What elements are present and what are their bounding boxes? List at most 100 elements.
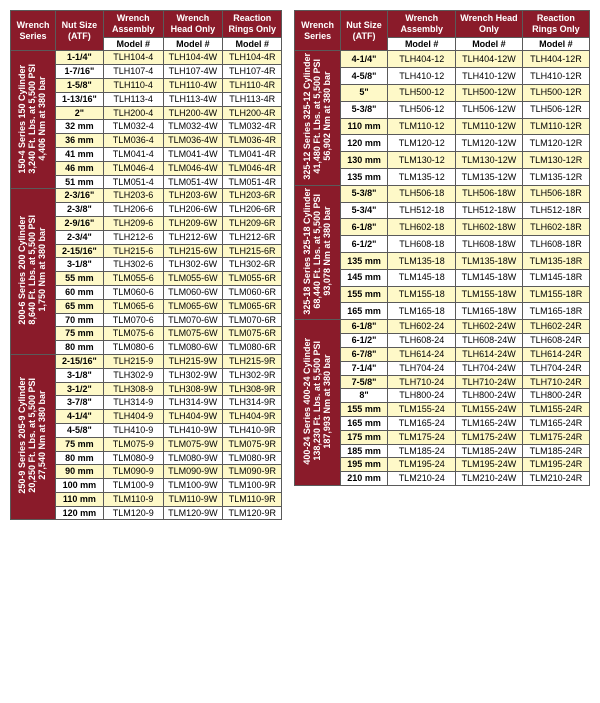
- head-model-cell: TLM041-4W: [163, 147, 222, 161]
- head-model-cell: TLM070-6W: [163, 313, 222, 327]
- ring-model-cell: TLM110-12R: [522, 118, 589, 135]
- assembly-model-cell: TLM036-4: [103, 134, 163, 148]
- hdr-wrench-series-r: Wrench Series: [295, 11, 340, 51]
- hdr-wrench-assembly-r: Wrench Assembly: [388, 11, 456, 38]
- head-model-cell: TLM060-6W: [163, 285, 222, 299]
- nut-size-cell: 175 mm: [340, 430, 388, 444]
- head-model-cell: TLM185-24W: [456, 444, 523, 458]
- head-model-cell: TLM145-18W: [456, 269, 523, 286]
- head-model-cell: TLM080-9W: [163, 451, 222, 465]
- table-row: 150-4 Series 150 Cylinder3,240 Ft. Lbs. …: [11, 51, 282, 65]
- assembly-model-cell: TLM210-24: [388, 472, 456, 486]
- nut-size-cell: 120 mm: [340, 135, 388, 152]
- assembly-model-cell: TLM055-6: [103, 272, 163, 286]
- assembly-model-cell: TLM120-9: [103, 506, 163, 520]
- assembly-model-cell: TLM046-4: [103, 161, 163, 175]
- head-model-cell: TLH212-6W: [163, 230, 222, 244]
- nut-size-cell: 2-15/16": [56, 244, 104, 258]
- ring-model-cell: TLH200-4R: [222, 106, 281, 120]
- nut-size-cell: 135 mm: [340, 253, 388, 270]
- head-model-cell: TLH110-4W: [163, 78, 222, 92]
- nut-size-cell: 165 mm: [340, 416, 388, 430]
- ring-model-cell: TLM036-4R: [222, 134, 281, 148]
- ring-model-cell: TLH302-6R: [222, 258, 281, 272]
- ring-model-cell: TLH113-4R: [222, 92, 281, 106]
- assembly-model-cell: TLM080-6: [103, 341, 163, 355]
- head-model-cell: TLH200-4W: [163, 106, 222, 120]
- hdr-reaction-rings-r: Reaction Rings Only: [522, 11, 589, 38]
- nut-size-cell: 7-5/8": [340, 375, 388, 389]
- head-model-cell: TLM051-4W: [163, 175, 222, 189]
- ring-model-cell: TLH506-18R: [522, 185, 589, 202]
- right-table: Wrench Series Nut Size (ATF) Wrench Asse…: [294, 10, 590, 486]
- ring-model-cell: TLM120-12R: [522, 135, 589, 152]
- ring-model-cell: TLM065-6R: [222, 299, 281, 313]
- ring-model-cell: TLM165-24R: [522, 416, 589, 430]
- ring-model-cell: TLM090-9R: [222, 465, 281, 479]
- head-model-cell: TLH608-18W: [456, 236, 523, 253]
- assembly-model-cell: TLH206-6: [103, 203, 163, 217]
- nut-size-cell: 36 mm: [56, 134, 104, 148]
- nut-size-cell: 1-5/8": [56, 78, 104, 92]
- nut-size-cell: 3-7/8": [56, 396, 104, 410]
- assembly-model-cell: TLM130-12: [388, 152, 456, 169]
- head-model-cell: TLM100-9W: [163, 479, 222, 493]
- ring-model-cell: TLM075-9R: [222, 437, 281, 451]
- head-model-cell: TLH302-9W: [163, 368, 222, 382]
- head-model-cell: TLH608-24W: [456, 334, 523, 348]
- assembly-model-cell: TLH608-18: [388, 236, 456, 253]
- table-row: 325-12 Series 325-12 Cylinder41,480 Ft. …: [295, 51, 590, 68]
- nut-size-cell: 155 mm: [340, 403, 388, 417]
- assembly-model-cell: TLM090-9: [103, 465, 163, 479]
- assembly-model-cell: TLM065-6: [103, 299, 163, 313]
- nut-size-cell: 51 mm: [56, 175, 104, 189]
- nut-size-cell: 185 mm: [340, 444, 388, 458]
- series-label-text: 325-18 Series 325-18 Cylinder68,440 Ft. …: [303, 188, 333, 315]
- assembly-model-cell: TLM070-6: [103, 313, 163, 327]
- head-model-cell: TLM175-24W: [456, 430, 523, 444]
- nut-size-cell: 2-3/4": [56, 230, 104, 244]
- nut-size-cell: 110 mm: [56, 492, 104, 506]
- assembly-model-cell: TLH113-4: [103, 92, 163, 106]
- ring-model-cell: TLM135-18R: [522, 253, 589, 270]
- head-model-cell: TLM065-6W: [163, 299, 222, 313]
- sub-model-r-r: Model #: [522, 37, 589, 51]
- nut-size-cell: 4-1/4": [56, 410, 104, 424]
- head-model-cell: TLM120-12W: [456, 135, 523, 152]
- ring-model-cell: TLM041-4R: [222, 147, 281, 161]
- head-model-cell: TLH215-9W: [163, 354, 222, 368]
- head-model-cell: TLM165-18W: [456, 303, 523, 320]
- assembly-model-cell: TLM075-6: [103, 327, 163, 341]
- assembly-model-cell: TLH200-4: [103, 106, 163, 120]
- ring-model-cell: TLH500-12R: [522, 84, 589, 101]
- head-model-cell: TLM155-18W: [456, 286, 523, 303]
- assembly-model-cell: TLH800-24: [388, 389, 456, 403]
- series-label: 250-9 Series 205-9 Cylinder20,250 Ft. Lb…: [11, 354, 56, 520]
- assembly-model-cell: TLH608-24: [388, 334, 456, 348]
- head-model-cell: TLH209-6W: [163, 216, 222, 230]
- nut-size-cell: 6-1/8": [340, 320, 388, 334]
- table-row: 325-18 Series 325-18 Cylinder68,440 Ft. …: [295, 185, 590, 202]
- head-model-cell: TLM046-4W: [163, 161, 222, 175]
- ring-model-cell: TLH314-9R: [222, 396, 281, 410]
- ring-model-cell: TLH602-18R: [522, 219, 589, 236]
- ring-model-cell: TLH608-24R: [522, 334, 589, 348]
- ring-model-cell: TLH410-9R: [222, 423, 281, 437]
- nut-size-cell: 120 mm: [56, 506, 104, 520]
- nut-size-cell: 1-1/4": [56, 51, 104, 65]
- ring-model-cell: TLM075-6R: [222, 327, 281, 341]
- ring-model-cell: TLM060-6R: [222, 285, 281, 299]
- series-label-text: 325-12 Series 325-12 Cylinder41,480 Ft. …: [303, 53, 333, 180]
- nut-size-cell: 4-5/8": [56, 423, 104, 437]
- ring-model-cell: TLH302-9R: [222, 368, 281, 382]
- left-column: Wrench Series Nut Size (ATF) Wrench Asse…: [10, 10, 282, 520]
- nut-size-cell: 5-3/4": [340, 202, 388, 219]
- series-label: 200-6 Series 200 Cylinder8,640 Ft. Lbs. …: [11, 189, 56, 355]
- nut-size-cell: 80 mm: [56, 451, 104, 465]
- hdr-wrench-series: Wrench Series: [11, 11, 56, 51]
- assembly-model-cell: TLH104-4: [103, 51, 163, 65]
- head-model-cell: TLM135-12W: [456, 168, 523, 185]
- hdr-nut-size-r: Nut Size (ATF): [340, 11, 388, 51]
- hdr-wrench-head: Wrench Head Only: [163, 11, 222, 38]
- nut-size-cell: 2": [56, 106, 104, 120]
